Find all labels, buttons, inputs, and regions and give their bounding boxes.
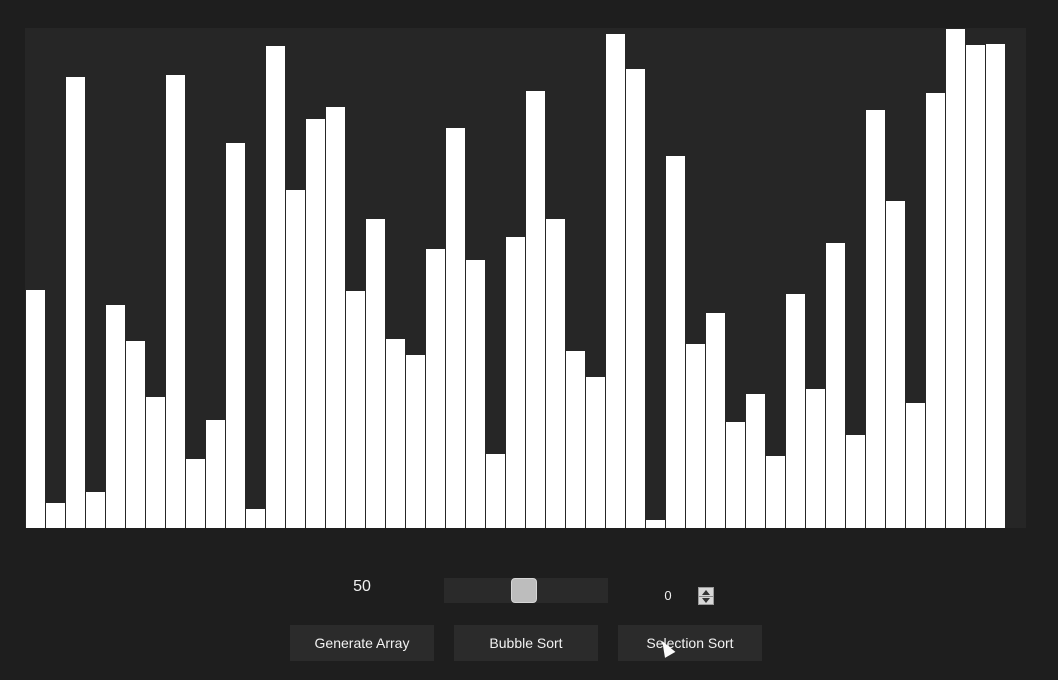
array-bar	[546, 219, 565, 528]
array-bar	[886, 201, 905, 528]
spin-buttons[interactable]	[698, 587, 714, 605]
spin-up-icon[interactable]	[702, 590, 710, 595]
array-bar	[226, 143, 245, 528]
array-bar	[526, 91, 545, 528]
array-bar	[126, 341, 145, 528]
array-bar	[446, 128, 465, 528]
array-bar	[326, 107, 345, 528]
array-bar	[506, 237, 525, 528]
array-bar	[786, 294, 805, 528]
array-bar	[106, 305, 125, 528]
array-bar	[286, 190, 305, 528]
array-bar	[486, 454, 505, 528]
array-bar	[746, 394, 765, 528]
array-bar	[386, 339, 405, 528]
array-bar	[46, 503, 65, 528]
array-bar	[406, 355, 425, 528]
array-bar	[706, 313, 725, 528]
array-bar	[586, 377, 605, 528]
array-bar	[926, 93, 945, 528]
array-bar	[606, 34, 625, 528]
array-bar	[766, 456, 785, 528]
array-bar	[186, 459, 205, 528]
array-bar	[686, 344, 705, 528]
array-bar	[86, 492, 105, 528]
array-bar	[866, 110, 885, 528]
speed-spinbox[interactable]: 0	[648, 586, 718, 608]
spin-down-icon[interactable]	[702, 598, 710, 603]
array-bar	[946, 29, 965, 528]
array-bar	[26, 290, 45, 528]
array-bar	[166, 75, 185, 528]
slider-thumb[interactable]	[511, 578, 537, 603]
spin-divider	[699, 596, 713, 597]
array-bar	[66, 77, 85, 528]
array-bar	[346, 291, 365, 528]
array-bar	[426, 249, 445, 528]
array-bar	[826, 243, 845, 528]
array-size-label: 50	[353, 578, 371, 595]
array-bar	[206, 420, 225, 528]
array-visualization	[25, 28, 1026, 528]
array-bar	[846, 435, 865, 528]
array-bar	[566, 351, 585, 528]
bubble-sort-button[interactable]: Bubble Sort	[454, 625, 598, 661]
array-bar	[146, 397, 165, 528]
generate-array-button[interactable]: Generate Array	[290, 625, 434, 661]
selection-sort-button[interactable]: Selection Sort	[618, 625, 762, 661]
array-bar	[986, 44, 1005, 528]
array-bar	[726, 422, 745, 528]
array-bar	[666, 156, 685, 528]
array-bar	[306, 119, 325, 528]
array-bar	[366, 219, 385, 528]
array-bar	[966, 45, 985, 528]
speed-value[interactable]: 0	[664, 588, 672, 603]
array-bar	[246, 509, 265, 528]
array-bar	[806, 389, 825, 528]
array-bar	[646, 520, 665, 528]
array-bar	[906, 403, 925, 528]
array-bar	[266, 46, 285, 528]
array-bar	[626, 69, 645, 528]
array-bar	[466, 260, 485, 528]
array-size-slider[interactable]	[444, 578, 608, 603]
